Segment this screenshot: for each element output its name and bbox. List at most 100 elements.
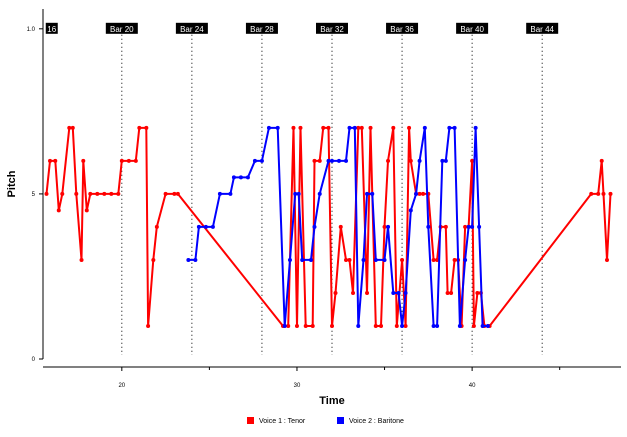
legend-swatch-baritone: [337, 417, 344, 424]
data-point: [275, 125, 280, 130]
data-point: [300, 257, 305, 262]
x-tick-label: 30: [294, 383, 301, 389]
data-point: [407, 125, 412, 130]
data-point: [312, 158, 317, 163]
data-point: [154, 224, 159, 229]
data-point: [317, 191, 322, 196]
data-point: [599, 158, 604, 163]
legend-label-tenor: Voice 1 : Tenor: [259, 418, 306, 425]
data-point: [435, 323, 440, 328]
data-point: [245, 175, 250, 180]
data-point: [470, 224, 475, 229]
data-point: [102, 191, 107, 196]
y-tick-label: 1.0: [27, 27, 36, 33]
data-point: [308, 257, 313, 262]
data-point: [337, 158, 342, 163]
x-tick-label: 20: [118, 383, 125, 389]
data-point: [210, 224, 215, 229]
data-point: [330, 158, 334, 163]
data-point: [471, 323, 476, 328]
data-point: [259, 158, 264, 163]
bar-marker-label-text: Bar 24: [180, 25, 204, 34]
bar-marker-label-text: Bar 40: [460, 25, 484, 34]
data-point: [333, 290, 338, 295]
data-point: [67, 125, 72, 130]
data-point: [431, 323, 436, 328]
data-point: [172, 191, 177, 196]
bar-marker-label-bg: [316, 22, 348, 34]
data-point: [379, 323, 384, 328]
data-point: [286, 323, 291, 328]
data-point: [403, 323, 408, 328]
data-point: [400, 323, 405, 328]
data-point: [321, 125, 326, 130]
data-point: [426, 224, 431, 229]
bar-marker-label: Bar 36: [386, 22, 419, 34]
data-point: [193, 257, 198, 262]
data-point: [480, 323, 485, 328]
data-point: [457, 323, 462, 328]
data-point: [79, 257, 84, 262]
bar-marker-label: Bar 28: [245, 22, 278, 34]
data-point: [88, 191, 93, 196]
data-point: [151, 257, 156, 262]
data-point: [163, 191, 168, 196]
data-point: [231, 175, 236, 180]
data-point: [445, 290, 450, 295]
data-point: [447, 125, 452, 130]
data-point: [485, 323, 490, 328]
data-point: [351, 290, 356, 295]
data-point: [266, 125, 271, 130]
bar-marker-label-text: 16: [47, 25, 56, 34]
data-point: [330, 323, 334, 328]
data-point: [382, 224, 387, 229]
data-point: [326, 158, 331, 163]
data-point: [44, 191, 49, 196]
data-point: [137, 125, 142, 130]
data-point: [84, 208, 89, 213]
y-tick-label: 0: [32, 357, 36, 363]
series-baritone: [186, 125, 490, 328]
bar-marker-label-bg: [45, 22, 58, 34]
data-point: [421, 191, 426, 196]
bar-marker-label-bg: [105, 22, 138, 34]
data-point: [463, 257, 468, 262]
bar-marker-label-text: Bar 20: [110, 25, 134, 34]
data-point: [604, 257, 609, 262]
data-point: [296, 191, 301, 196]
data-point: [344, 158, 349, 163]
data-point: [347, 257, 352, 262]
bar-marker-label-bg: [175, 22, 208, 34]
data-point: [74, 191, 79, 196]
data-point: [475, 290, 480, 295]
bar-marker-label: Bar 40: [456, 22, 489, 34]
data-point: [391, 125, 396, 130]
data-point: [414, 191, 419, 196]
data-point: [365, 290, 370, 295]
data-point: [596, 191, 601, 196]
data-point: [601, 191, 606, 196]
data-point: [356, 323, 361, 328]
data-point: [449, 290, 454, 295]
data-point: [294, 323, 299, 328]
bar-marker-labels: 16 Bar 20 Bar 24 Bar 28 Bar 32 Bar 36 Bar 40 Ba…: [45, 22, 559, 34]
data-point: [203, 224, 208, 229]
data-point: [352, 125, 357, 130]
data-point: [326, 125, 331, 130]
x-axis-title: Time: [319, 395, 344, 407]
data-point: [589, 191, 594, 196]
data-point: [359, 125, 364, 130]
data-point: [347, 125, 352, 130]
x-tick-label: 40: [469, 383, 476, 389]
data-point: [291, 125, 296, 130]
data-point: [298, 125, 303, 130]
data-point: [303, 323, 308, 328]
bar-marker-label: Bar 24: [175, 22, 208, 34]
data-point: [70, 125, 75, 130]
bar-marker-label-bg: [245, 22, 278, 34]
data-point: [293, 191, 298, 196]
data-point: [109, 191, 114, 196]
data-point: [443, 224, 448, 229]
data-point: [463, 224, 468, 229]
data-point: [116, 191, 121, 196]
